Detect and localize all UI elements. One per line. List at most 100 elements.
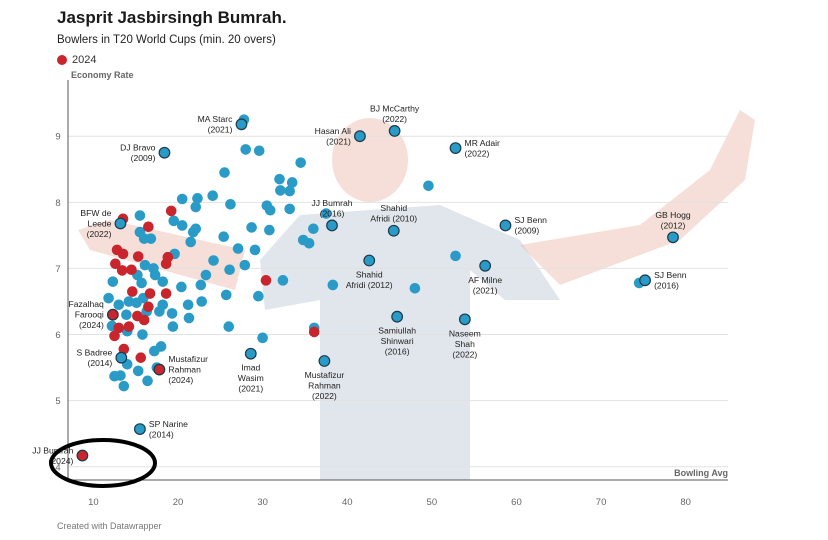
point-annotation-line: (2021) bbox=[473, 285, 498, 295]
point-annotation-line: Leede bbox=[88, 218, 112, 228]
point-annotation-line: Hasan Ali bbox=[315, 126, 351, 136]
point-annotation: DJ Bravo (2009) bbox=[120, 142, 156, 163]
data-point bbox=[187, 226, 199, 238]
data-point bbox=[303, 238, 315, 249]
data-point bbox=[295, 157, 306, 168]
x-tick-label: 80 bbox=[680, 497, 691, 508]
point-annotation-line: SJ Benn bbox=[654, 270, 687, 280]
data-point bbox=[253, 145, 265, 157]
data-point bbox=[192, 193, 203, 204]
labeled-data-point bbox=[235, 118, 248, 131]
labeled-data-point bbox=[106, 308, 119, 321]
data-point bbox=[157, 276, 169, 287]
data-point-2024 bbox=[117, 248, 129, 260]
x-tick-label: 60 bbox=[511, 497, 522, 508]
legend-label-2024: 2024 bbox=[72, 54, 97, 66]
data-point bbox=[232, 243, 244, 254]
y-tick-label: 4 bbox=[55, 462, 60, 473]
point-annotation-line: (2022) bbox=[382, 114, 407, 124]
point-annotation-line: (2022) bbox=[312, 391, 337, 401]
point-annotation-line: Samiullah bbox=[378, 326, 416, 336]
point-annotation-line: Mustafizur bbox=[305, 370, 345, 380]
point-annotation: GB Hogg (2012) bbox=[655, 210, 691, 231]
data-point-2024 bbox=[126, 264, 137, 276]
point-annotation-line: Mustafizur bbox=[168, 354, 208, 364]
point-annotation-line: (2021) bbox=[326, 136, 351, 146]
point-annotation: Naseem Shah (2022) bbox=[449, 328, 481, 359]
data-point bbox=[195, 279, 207, 291]
data-point bbox=[207, 190, 218, 202]
data-point-2024 bbox=[123, 321, 135, 332]
point-annotation-line: Imad bbox=[241, 363, 260, 373]
labeled-data-point bbox=[134, 423, 146, 435]
points-layer bbox=[76, 114, 679, 462]
data-point-2024 bbox=[160, 258, 172, 270]
credit-footer: Created with Datawrapper bbox=[57, 521, 162, 531]
labeled-data-point bbox=[458, 313, 471, 326]
point-annotation-line: (2021) bbox=[238, 384, 263, 394]
data-point bbox=[176, 281, 187, 293]
labeled-data-point bbox=[667, 231, 679, 244]
data-point bbox=[264, 204, 276, 216]
point-annotation-line: S Badree bbox=[76, 347, 112, 357]
point-annotation: Shahid Afridi (2012) bbox=[346, 269, 393, 290]
point-annotation-line: Rahman bbox=[308, 380, 341, 390]
data-point-2024 bbox=[127, 286, 138, 297]
data-point-2024 bbox=[138, 314, 150, 326]
data-point bbox=[284, 185, 295, 197]
point-annotation: SP Narine (2014) bbox=[149, 419, 188, 440]
point-annotation: AF Milne (2021) bbox=[468, 275, 502, 296]
data-point bbox=[450, 250, 461, 262]
x-axis-label: Bowling Avg bbox=[674, 468, 728, 478]
x-tick-label: 30 bbox=[257, 497, 268, 508]
point-annotation-line: (2014) bbox=[149, 429, 174, 439]
data-point bbox=[284, 203, 295, 215]
data-point bbox=[225, 198, 236, 210]
x-tick-label: 40 bbox=[342, 497, 353, 508]
data-point-2024 bbox=[165, 205, 177, 217]
data-point bbox=[253, 290, 264, 302]
data-point bbox=[196, 296, 207, 307]
point-annotation: Samiullah Shinwari (2016) bbox=[378, 326, 416, 357]
data-point-2024 bbox=[144, 288, 156, 299]
point-annotation-line: DJ Bravo bbox=[120, 142, 156, 152]
chart-subtitle: Bowlers in T20 World Cups (min. 20 overs… bbox=[57, 34, 276, 46]
point-annotation: BJ McCarthy (2022) bbox=[370, 103, 420, 124]
data-point bbox=[103, 292, 114, 304]
point-annotation-line: (2014) bbox=[87, 358, 112, 368]
labeled-data-point bbox=[499, 219, 512, 232]
labeled-data-point bbox=[363, 254, 376, 267]
labeled-data-point bbox=[158, 146, 171, 159]
data-point bbox=[149, 345, 160, 357]
point-annotation-line: (2022) bbox=[465, 148, 490, 158]
point-annotation-line: SJ Benn bbox=[514, 215, 547, 225]
data-point bbox=[176, 220, 188, 231]
data-point-2024 bbox=[116, 265, 128, 276]
data-point-2024 bbox=[118, 343, 130, 355]
x-tick-label: 50 bbox=[427, 497, 438, 508]
data-point bbox=[219, 167, 230, 178]
x-tick-label: 70 bbox=[596, 497, 607, 508]
labeled-data-point bbox=[639, 274, 651, 287]
labeled-data-point bbox=[153, 363, 166, 376]
y-tick-label: 9 bbox=[55, 132, 60, 143]
labeled-data-point bbox=[391, 310, 404, 323]
labeled-data-point bbox=[479, 259, 492, 272]
point-annotation: Shahid Afridi (2010) bbox=[370, 203, 417, 224]
point-annotation-line: MR Adair bbox=[465, 138, 500, 148]
y-tick-label: 8 bbox=[55, 198, 60, 209]
data-point bbox=[168, 215, 180, 227]
point-annotation-line: (2022) bbox=[452, 349, 477, 359]
labeled-data-point bbox=[388, 125, 401, 137]
data-point bbox=[166, 308, 178, 319]
data-point bbox=[107, 276, 119, 287]
legend: 2024 bbox=[57, 54, 96, 66]
data-point bbox=[157, 299, 169, 311]
data-point bbox=[327, 279, 339, 291]
point-annotation-line: Wasim bbox=[238, 373, 264, 383]
data-point bbox=[220, 289, 232, 301]
data-point-2024 bbox=[109, 330, 120, 342]
point-annotation-line: (2022) bbox=[87, 229, 112, 239]
point-annotation-line: AF Milne bbox=[468, 275, 502, 285]
point-annotation: S Badree (2014) bbox=[76, 347, 112, 368]
